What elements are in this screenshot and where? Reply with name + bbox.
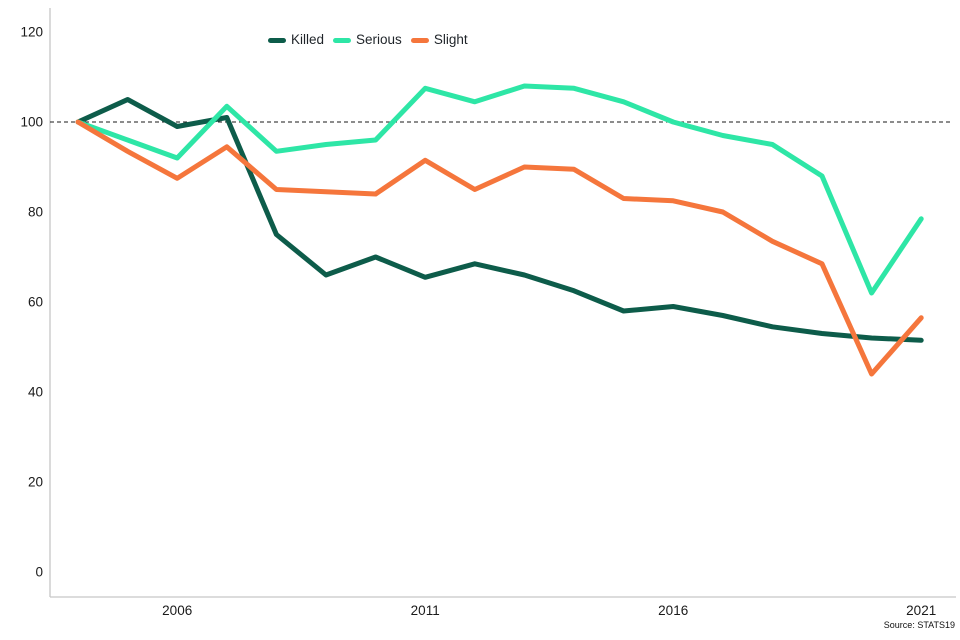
legend-label-serious: Serious	[356, 32, 402, 47]
y-tick-label: 100	[20, 115, 43, 130]
y-tick-label: 120	[20, 25, 43, 40]
legend-swatch-slight	[410, 37, 429, 43]
legend-label-slight: Slight	[433, 32, 468, 47]
y-tick-label: 60	[28, 295, 43, 310]
series-line-slight	[75, 119, 924, 377]
legend-swatch-killed	[268, 37, 286, 43]
legend-label-killed: Killed	[291, 32, 325, 47]
source-label: Source: STATS19	[883, 620, 955, 630]
y-tick-label: 0	[35, 565, 43, 580]
legend-item-killed: Killed	[268, 31, 324, 49]
x-tick-label: 2021	[906, 603, 936, 618]
chart-legend: Killed Serious Slight	[268, 31, 468, 49]
legend-item-serious: Serious	[333, 31, 402, 49]
x-tick-label: 2011	[411, 603, 440, 618]
x-tick-label: 2006	[162, 603, 192, 618]
y-tick-label: 40	[28, 385, 43, 400]
legend-item-slight: Slight	[410, 31, 468, 49]
y-tick-label: 20	[28, 475, 43, 490]
x-tick-label: 2016	[658, 603, 688, 618]
legend-swatch-serious	[333, 37, 352, 43]
y-tick-label: 80	[28, 205, 43, 220]
series-line-killed	[75, 97, 924, 343]
series-line-serious	[75, 83, 924, 296]
